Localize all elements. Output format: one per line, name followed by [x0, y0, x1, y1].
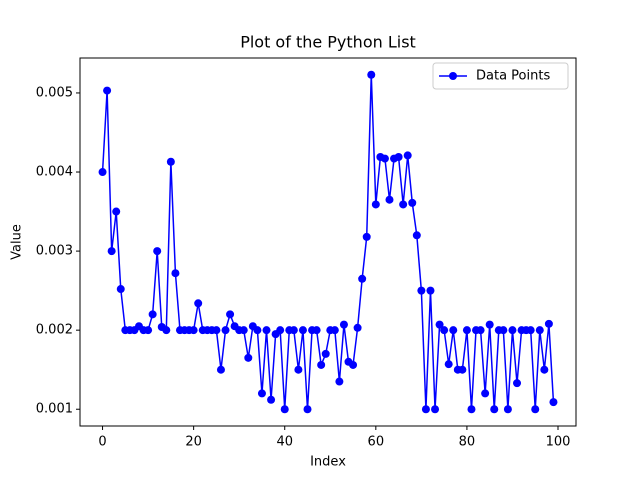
chart-title: Plot of the Python List	[240, 33, 416, 52]
data-point	[531, 405, 540, 414]
y-axis-label: Value	[10, 224, 25, 260]
data-point	[244, 353, 253, 362]
legend-box	[432, 62, 569, 90]
y-tick-label: 0.001	[36, 402, 73, 417]
y-tick-label: 0.003	[36, 244, 73, 259]
x-tick-label: 20	[185, 435, 202, 450]
data-point	[371, 200, 380, 209]
data-point	[458, 365, 467, 374]
data-point	[116, 285, 125, 294]
data-point	[212, 326, 221, 335]
data-point	[112, 207, 121, 216]
data-point	[476, 326, 485, 335]
data-point	[257, 389, 266, 398]
data-point	[294, 365, 303, 374]
data-point	[385, 195, 394, 204]
x-tick-label: 60	[368, 435, 385, 450]
data-point	[417, 286, 426, 295]
data-point	[103, 86, 112, 95]
data-point	[153, 247, 162, 256]
data-point	[440, 326, 449, 335]
data-point	[262, 326, 271, 335]
data-point	[399, 200, 408, 209]
data-point	[107, 247, 116, 256]
data-point	[98, 168, 107, 177]
data-point	[353, 323, 362, 332]
data-point	[349, 360, 358, 369]
data-point	[421, 405, 430, 414]
data-point	[298, 326, 307, 335]
data-point	[499, 326, 508, 335]
data-point	[526, 326, 535, 335]
data-point	[444, 360, 453, 369]
data-point	[403, 151, 412, 160]
data-point	[408, 198, 417, 207]
data-point	[540, 365, 549, 374]
plot-frame	[79, 57, 577, 427]
data-point	[380, 154, 389, 163]
data-point	[426, 286, 435, 295]
data-point	[467, 405, 476, 414]
data-point	[358, 274, 367, 283]
data-point	[280, 405, 289, 414]
x-tick-label: 100	[546, 435, 571, 450]
y-tick-label: 0.004	[36, 165, 73, 180]
data-line	[101, 74, 555, 410]
data-point	[503, 405, 512, 414]
y-tick-label: 0.002	[36, 323, 73, 338]
data-point	[289, 326, 298, 335]
x-tick-label: 80	[459, 435, 476, 450]
y-tick-label: 0.005	[36, 85, 73, 100]
data-point	[226, 310, 235, 319]
data-point	[367, 70, 376, 79]
legend-label: Data Points	[476, 69, 550, 84]
data-point	[394, 152, 403, 161]
data-point	[216, 365, 225, 374]
data-point	[267, 395, 276, 404]
data-point	[253, 326, 262, 335]
data-point	[221, 326, 230, 335]
data-point	[431, 405, 440, 414]
data-point	[239, 326, 248, 335]
data-point	[189, 326, 198, 335]
data-point	[166, 157, 175, 166]
data-point	[535, 326, 544, 335]
data-point	[312, 326, 321, 335]
data-point	[508, 326, 517, 335]
legend-marker	[449, 72, 457, 80]
data-point	[544, 319, 553, 328]
data-point	[194, 299, 203, 308]
data-point	[171, 269, 180, 278]
data-point	[144, 326, 153, 335]
data-point	[362, 232, 371, 241]
data-point	[330, 326, 339, 335]
data-point	[485, 320, 494, 329]
data-point	[162, 326, 171, 335]
data-point	[412, 231, 421, 240]
data-point	[481, 389, 490, 398]
data-point	[335, 377, 344, 386]
data-point	[148, 310, 157, 319]
data-point	[490, 405, 499, 414]
data-point	[303, 405, 312, 414]
x-tick-label: 40	[276, 435, 293, 450]
data-point	[549, 398, 558, 407]
data-point	[462, 326, 471, 335]
x-tick-label: 0	[98, 435, 106, 450]
data-point	[276, 326, 285, 335]
data-point	[435, 320, 444, 329]
data-point	[317, 360, 326, 369]
x-axis-label: Index	[310, 455, 346, 470]
data-point	[449, 326, 458, 335]
data-point	[513, 379, 522, 388]
data-point	[321, 349, 330, 358]
data-point	[339, 320, 348, 329]
